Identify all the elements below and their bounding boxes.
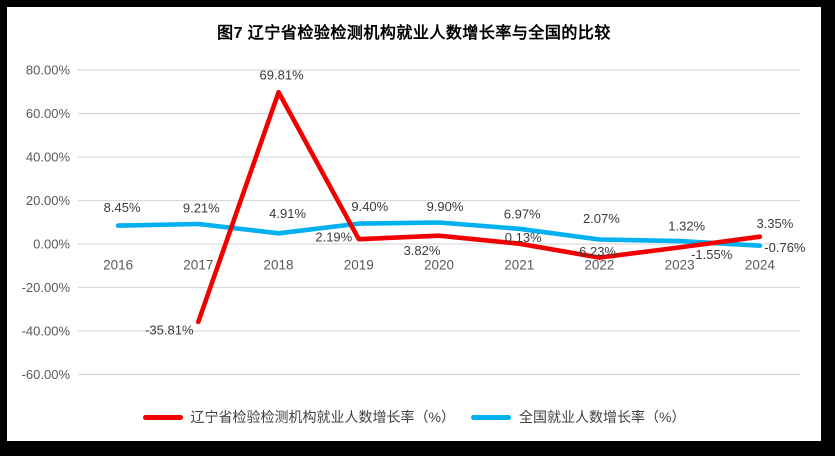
y-tick-label: 20.00% <box>26 193 71 208</box>
data-label: -6.23% <box>575 244 617 259</box>
chart-canvas: 图7 辽宁省检验检测机构就业人数增长率与全国的比较 80.00% 60.00% 40… <box>7 7 821 441</box>
y-tick-label: 40.00% <box>26 150 71 165</box>
legend-item-liaoning: 辽宁省检验检测机构就业人数增长率（%） <box>142 407 455 427</box>
data-label: 2.19% <box>315 230 352 245</box>
data-label: 4.91% <box>269 206 306 221</box>
data-label: 6.97% <box>504 206 541 221</box>
series-line-national <box>115 220 763 248</box>
x-category-label: 2019 <box>344 258 374 273</box>
chart-title: 图7 辽宁省检验检测机构就业人数增长率与全国的比较 <box>217 25 611 42</box>
plot-area: 80.00% 60.00% 40.00% 20.00% 0.00% -20.00% -40.… <box>22 63 806 383</box>
data-label: -1.55% <box>691 247 733 262</box>
data-label: 9.40% <box>351 199 388 214</box>
y-tick-label: -20.00% <box>22 280 71 295</box>
data-label: 9.90% <box>427 199 464 214</box>
series-line-liaoning <box>196 89 763 325</box>
x-category-label: 2017 <box>183 258 213 273</box>
data-label: 0.13% <box>505 230 542 245</box>
y-tick-label: 80.00% <box>26 63 71 78</box>
y-tick-label: -60.00% <box>22 367 71 382</box>
legend-swatch-liaoning <box>142 414 183 420</box>
legend-item-national: 全国就业人数增长率（%） <box>471 407 685 427</box>
data-label: 1.32% <box>668 219 705 234</box>
legend-label-national: 全国就业人数增长率（%） <box>519 409 686 425</box>
data-label: 3.82% <box>404 243 441 258</box>
data-label: 8.45% <box>104 200 141 215</box>
data-label: 2.07% <box>583 211 620 226</box>
x-category-label: 2020 <box>424 258 454 273</box>
x-category-label: 2016 <box>103 258 133 273</box>
data-label: 69.81% <box>260 68 305 83</box>
data-label: -0.76% <box>764 240 806 255</box>
data-label: 9.21% <box>183 201 220 216</box>
x-category-label: 2024 <box>745 258 776 273</box>
data-label: -35.81% <box>145 322 194 337</box>
legend: 辽宁省检验检测机构就业人数增长率（%） 全国就业人数增长率（%） <box>7 405 821 429</box>
data-label: 3.35% <box>756 216 793 231</box>
legend-swatch-national <box>471 414 511 420</box>
y-tick-label: -40.00% <box>22 324 71 339</box>
x-category-label: 2018 <box>264 258 294 273</box>
legend-label-liaoning: 辽宁省检验检测机构就业人数增长率（%） <box>190 409 455 425</box>
x-category-label: 2021 <box>504 258 534 273</box>
y-tick-label: 60.00% <box>26 106 71 121</box>
x-category-label: 2022 <box>584 258 614 273</box>
x-category-label: 2023 <box>665 258 695 273</box>
y-tick-label: 0.00% <box>33 237 70 252</box>
